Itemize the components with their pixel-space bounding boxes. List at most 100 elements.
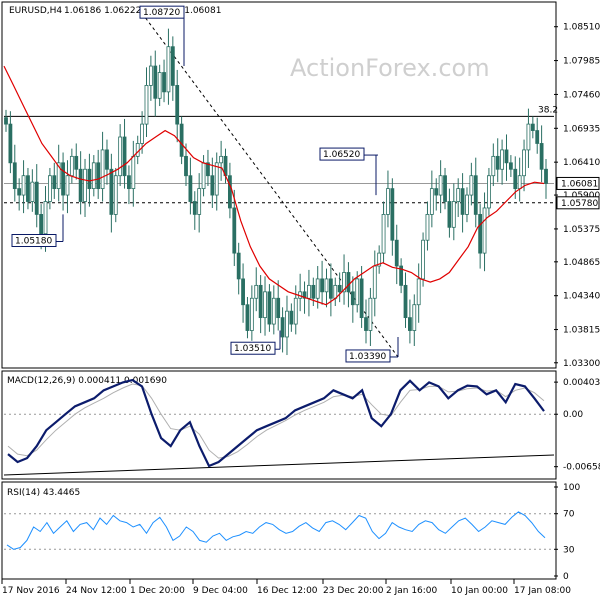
- price-callout-box: [11, 234, 57, 248]
- candle-body: [364, 317, 368, 331]
- price-callout-box: [345, 349, 391, 363]
- candle-body: [87, 168, 92, 190]
- current-price-box: [556, 176, 600, 190]
- candle-body: [526, 123, 531, 151]
- candle-body: [276, 297, 281, 319]
- candle-body: [280, 317, 285, 338]
- candle-body: [175, 85, 180, 125]
- candle-body: [245, 304, 250, 331]
- current-price-label: 1.06081: [561, 179, 598, 189]
- time-tick-label: 17 Nov 2016: [2, 586, 60, 596]
- candle-body: [170, 46, 175, 86]
- price-tick-label: 1.04865: [563, 258, 600, 268]
- candle-body: [473, 175, 478, 215]
- price-callout-label: 1.06520: [323, 150, 360, 160]
- candle-body: [100, 149, 105, 190]
- candle-body: [153, 65, 158, 99]
- macd-panel-frame: [1, 370, 557, 480]
- fib-level-label: 38.2: [538, 105, 558, 115]
- candle-body: [368, 297, 373, 331]
- candle-body: [43, 201, 48, 235]
- price-callout-box: [139, 5, 185, 19]
- candle-body: [517, 175, 522, 190]
- candle-body: [148, 65, 153, 86]
- candle-body: [228, 175, 232, 209]
- candle-body: [254, 284, 259, 299]
- macd-main-line: [7, 378, 545, 468]
- candle-body: [544, 168, 548, 184]
- candle-body: [113, 175, 118, 215]
- rsi-layer: [4, 511, 554, 550]
- price-tick-label: 1.03300: [563, 359, 600, 369]
- candle-body: [48, 175, 52, 202]
- candle-body: [311, 284, 316, 299]
- price-callouts: 1.08720 1.05180 1.03510 1.06520 1.03390 38.2 1…: [11, 5, 600, 363]
- candle-body: [456, 188, 461, 202]
- candle-body: [271, 297, 276, 325]
- candle-body: [144, 85, 149, 125]
- candle-body: [249, 297, 254, 331]
- candle-body: [30, 181, 35, 202]
- time-tick-label: 10 Jan 00:00: [451, 586, 508, 596]
- candle-body: [157, 72, 162, 99]
- candle-body: [434, 188, 439, 196]
- time-tick-label: 2 Jan 16:00: [386, 586, 438, 596]
- candle-body: [350, 291, 355, 306]
- time-tick-label: 17 Jan 08:00: [514, 586, 571, 596]
- candle-body: [412, 304, 417, 331]
- candle-body: [372, 265, 377, 299]
- candle-body: [96, 162, 101, 190]
- time-tick-label: 23 Dec 20:00: [323, 586, 384, 596]
- candle-body: [21, 175, 26, 196]
- candle-body: [429, 188, 434, 215]
- candle-body: [8, 123, 13, 164]
- candle-body: [236, 252, 241, 280]
- candle-body: [342, 272, 346, 293]
- candle-body: [34, 181, 39, 215]
- time-tick-label: 1 Dec 20:00: [130, 586, 185, 596]
- candle-body: [192, 201, 197, 215]
- candle-body: [465, 194, 469, 215]
- candle-body: [320, 278, 324, 293]
- candle-body: [359, 278, 364, 319]
- candle-body: [447, 201, 452, 228]
- price-tick-label: 1.04340: [563, 292, 600, 302]
- candle-body: [328, 278, 333, 299]
- rsi-tick-label: 100: [563, 483, 580, 493]
- candle-body: [508, 162, 513, 170]
- price-tick-label: 1.05375: [563, 225, 600, 235]
- candle-body: [78, 168, 83, 202]
- candle-body: [346, 272, 351, 293]
- candle-body: [408, 317, 412, 331]
- candle-body: [390, 188, 395, 241]
- price-callout-label: 1.08720: [143, 8, 180, 18]
- candle-body: [65, 175, 70, 196]
- macd-signal-line: [7, 383, 545, 459]
- candle-body: [39, 214, 44, 235]
- candle-body: [421, 239, 425, 280]
- price-callout-label: 1.03510: [234, 344, 271, 354]
- candle-body: [425, 214, 430, 241]
- candle-body: [26, 175, 30, 202]
- candle-body: [535, 130, 540, 144]
- candle-body: [214, 162, 219, 196]
- candle-body: [122, 136, 127, 177]
- macd-layer: [3, 378, 555, 476]
- candle-body: [118, 136, 123, 177]
- macd-header: MACD(12,26,9) 0.000411 0.001690: [7, 376, 167, 386]
- candle-body: [140, 123, 144, 144]
- rsi-tick-label: 30: [563, 545, 575, 555]
- candle-body: [210, 175, 215, 196]
- candle-body: [219, 155, 224, 164]
- candle-body: [403, 284, 408, 319]
- candle-body: [293, 297, 298, 325]
- price-tick-label: 1.06410: [563, 158, 600, 168]
- price-callout-box: [319, 147, 365, 161]
- macd-axis: 0.004031 0.00 -0.00658: [554, 378, 600, 473]
- candle-body: [451, 201, 456, 228]
- price-tick-label: 1.07985: [563, 57, 600, 67]
- macd-tick-label: 0.004031: [563, 378, 600, 388]
- candle-body: [495, 155, 500, 170]
- candle-body: [315, 278, 320, 299]
